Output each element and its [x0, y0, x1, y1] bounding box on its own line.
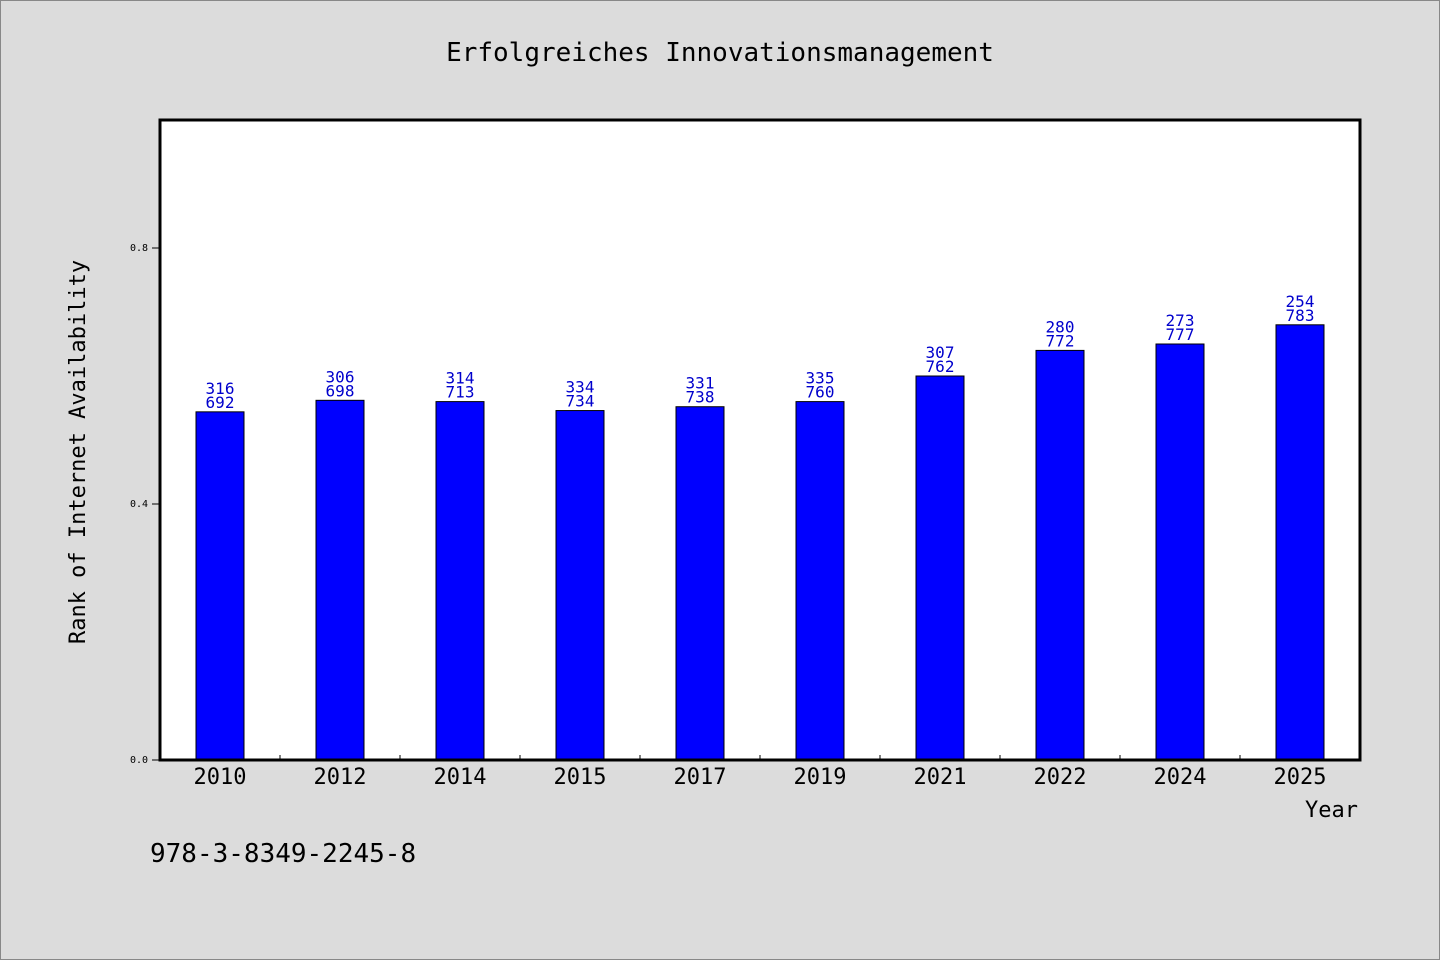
- bar: [1275, 324, 1325, 761]
- bar-label-bottom: 698: [326, 381, 355, 400]
- bar-label-top: 306: [326, 367, 355, 386]
- x-tick-label: 2012: [314, 765, 367, 790]
- bar-label-bottom: 692: [206, 393, 235, 412]
- bar-label-bottom: 738: [686, 388, 715, 407]
- y-tick-label: 0.8: [130, 243, 148, 254]
- bar-label-top: 334: [566, 378, 595, 397]
- x-tick-label: 2014: [434, 765, 487, 790]
- bar: [795, 401, 845, 761]
- bar: [435, 401, 485, 761]
- bar-label-top: 335: [806, 369, 835, 388]
- y-tick-label: 0.4: [130, 499, 148, 510]
- bar-label-top: 331: [686, 374, 715, 393]
- bar-label-top: 254: [1286, 292, 1315, 311]
- plot-border: [158, 118, 1362, 762]
- bar: [675, 406, 725, 761]
- bar-label-bottom: 777: [1166, 325, 1195, 344]
- bar-label-top: 280: [1046, 317, 1075, 336]
- bar-label-bottom: 762: [926, 357, 955, 376]
- x-tick-label: 2019: [794, 765, 847, 790]
- bar-label-top: 314: [446, 369, 475, 388]
- bars-layer: [195, 324, 1325, 761]
- bar-label-bottom: 734: [566, 392, 595, 411]
- footer-isbn: 978-3-8349-2245-8: [150, 839, 416, 869]
- y-tick-label: 0.0: [130, 755, 148, 766]
- x-tick-label: 2025: [1274, 765, 1327, 790]
- bar-label-top: 307: [926, 343, 955, 362]
- x-tick-label: 2024: [1154, 765, 1207, 790]
- bar: [315, 399, 365, 761]
- bar: [1155, 343, 1205, 761]
- x-tick-label: 2021: [914, 765, 967, 790]
- bar-label-bottom: 783: [1286, 306, 1315, 325]
- bar-label-top: 273: [1166, 311, 1195, 330]
- bar-label-bottom: 713: [446, 383, 475, 402]
- y-axis: 0.0 0.4 0.8: [130, 243, 160, 766]
- y-axis-label: Rank of Internet Availability: [66, 260, 91, 644]
- x-tick-label: 2015: [554, 765, 607, 790]
- x-axis-label: Year: [1305, 798, 1358, 823]
- bar-label-bottom: 772: [1046, 331, 1075, 350]
- bar: [1035, 349, 1085, 761]
- x-tick-label: 2010: [194, 765, 247, 790]
- bar: [555, 410, 605, 761]
- x-tick-label: 2022: [1034, 765, 1087, 790]
- bar-label-top: 316: [206, 379, 235, 398]
- bar-label-bottom: 760: [806, 383, 835, 402]
- bar: [195, 411, 245, 761]
- bar: [915, 375, 965, 761]
- x-tick-label: 2017: [674, 765, 727, 790]
- chart-title: Erfolgreiches Innovationsmanagement: [446, 38, 994, 68]
- x-axis: 2010 2012 2014 2015 2017 2019 2021 2022 2024 2025: [194, 755, 1327, 790]
